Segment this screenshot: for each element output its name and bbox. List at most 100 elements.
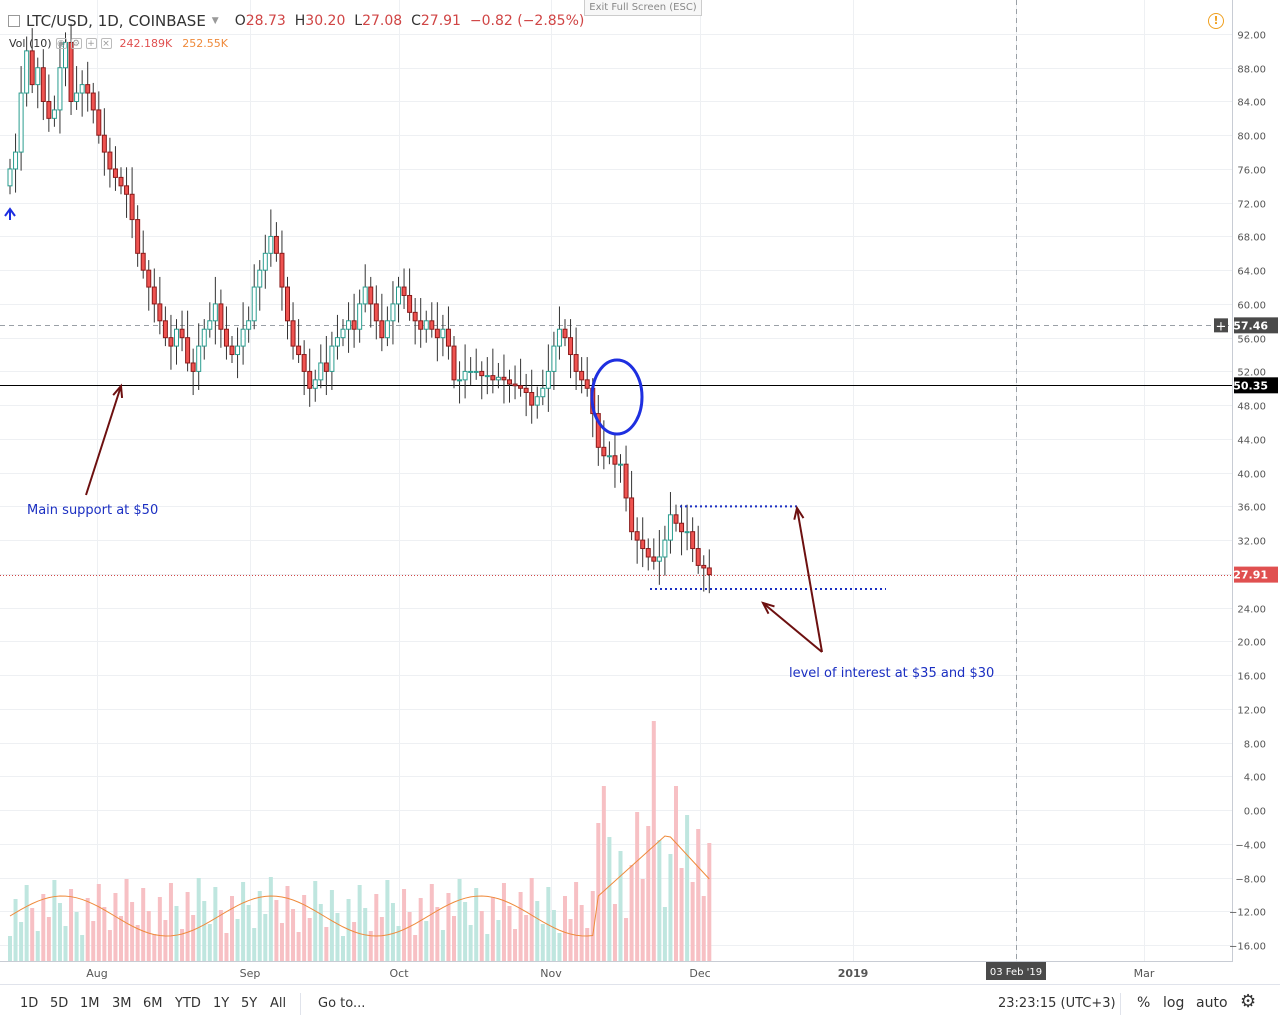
warning-icon[interactable]: ! (1208, 13, 1224, 29)
volume-bar (579, 905, 584, 961)
volume-bar (479, 911, 484, 961)
support-price-label-bg (1234, 377, 1278, 394)
divider (300, 993, 301, 1015)
volume-bar (185, 892, 190, 961)
candle (35, 67, 41, 86)
candle (196, 345, 202, 372)
candle (679, 522, 685, 533)
volume-bar (202, 901, 207, 961)
timeframe-6m[interactable]: 6M (143, 996, 163, 1011)
clock-readout: 23:23:15 (UTC+3) (998, 996, 1116, 1011)
candle (479, 370, 485, 377)
volume-bar (707, 843, 712, 961)
volume-bar (485, 934, 490, 961)
volume-bar (601, 786, 606, 961)
log-toggle[interactable]: log (1163, 995, 1185, 1011)
volume-bar (646, 826, 651, 961)
timeframe-1y[interactable]: 1Y (213, 996, 230, 1011)
candle (246, 320, 252, 330)
candle (418, 320, 424, 330)
volume-bar (435, 907, 440, 961)
volume-bar (180, 929, 185, 961)
volume-bar (390, 903, 395, 961)
y-tick-label: 16.00 (1237, 672, 1266, 683)
volume-bar (163, 920, 168, 961)
last-price-label: 27.91 (1233, 569, 1268, 582)
plus-icon[interactable]: + (85, 38, 97, 49)
volume-bar (318, 904, 323, 961)
y-tick-label: 40.00 (1237, 470, 1266, 481)
settings-small-icon[interactable]: ⚙ (70, 38, 82, 49)
price-axis-area[interactable] (1232, 0, 1280, 962)
exit-fullscreen-button[interactable]: Exit Full Screen (ESC) (584, 0, 702, 16)
volume-bar (368, 931, 373, 961)
candle (13, 151, 19, 170)
timeframe-3m[interactable]: 3M (112, 996, 132, 1011)
candle (407, 294, 413, 313)
volume-bar (30, 908, 35, 961)
eye-icon[interactable]: ◉ (55, 38, 67, 49)
volume-bar (96, 884, 101, 961)
candle (118, 176, 124, 187)
goto-button[interactable]: Go to... (318, 996, 366, 1011)
volume-bar (91, 921, 96, 961)
add-alert-button[interactable] (1214, 318, 1228, 333)
timeframe-1d[interactable]: 1D (20, 996, 39, 1011)
volume-bar (629, 865, 634, 961)
y-tick-label: 36.00 (1237, 503, 1266, 514)
volume-bar (69, 889, 74, 961)
candle (329, 345, 335, 372)
candle (46, 100, 52, 119)
y-tick-label: 64.00 (1237, 267, 1266, 278)
volume-bar (624, 918, 629, 961)
timeframe-5y[interactable]: 5Y (241, 996, 258, 1011)
candle (434, 328, 440, 339)
candle (423, 320, 429, 330)
volume-bar (52, 880, 57, 961)
volume-bar (274, 900, 279, 961)
volume-bar (224, 933, 229, 961)
price-chart[interactable]: 92.00 88.00 84.00 80.00 76.00 72.00 68.00 64.00… (0, 0, 1280, 984)
y-tick-label: 8.00 (1244, 740, 1266, 751)
candle (462, 370, 468, 381)
candle (634, 531, 640, 541)
candle (162, 320, 168, 339)
volume-bar (568, 919, 573, 961)
volume-bar (474, 888, 479, 961)
dropdown-caret-icon[interactable]: ▼ (211, 16, 219, 26)
y-tick-label: 72.00 (1237, 200, 1266, 211)
volume-bar (529, 878, 534, 961)
volume-bar (235, 919, 240, 961)
percent-toggle[interactable]: % (1137, 995, 1151, 1011)
candle (706, 567, 712, 576)
y-tick-label: 92.00 (1237, 31, 1266, 42)
volume-bar (679, 868, 684, 961)
volume-bar (324, 927, 329, 961)
arrow-up-icon[interactable] (4, 207, 16, 220)
timeframe-ytd[interactable]: YTD (175, 996, 201, 1011)
timeframe-5d[interactable]: 5D (50, 996, 69, 1011)
volume-bar (440, 930, 445, 961)
volume-bar (8, 936, 12, 961)
close-icon[interactable]: × (100, 38, 112, 49)
volume-bar (168, 883, 173, 961)
y-tick-label: 12.00 (1237, 706, 1266, 717)
volume-bar (152, 934, 157, 961)
timeframe-1m[interactable]: 1M (80, 996, 100, 1011)
volume-bar (518, 892, 523, 961)
volume-label[interactable]: Vol (10) (9, 37, 52, 50)
timeframe-all[interactable]: All (270, 996, 287, 1011)
candle (57, 67, 63, 111)
crosshair-price-label: 57.46 (1233, 319, 1268, 332)
gear-icon[interactable]: ⚙ (1240, 991, 1257, 1012)
volume-bar (35, 931, 40, 961)
candle (562, 328, 568, 339)
volume-bar (640, 879, 645, 961)
candle (301, 354, 307, 372)
symbol-title[interactable]: LTC/USD, 1D, COINBASE (26, 12, 206, 30)
collapse-icon[interactable] (8, 15, 20, 27)
candle (29, 50, 35, 86)
y-tick-label: 52.00 (1237, 368, 1266, 379)
candle (268, 235, 274, 254)
auto-toggle[interactable]: auto (1196, 995, 1228, 1011)
